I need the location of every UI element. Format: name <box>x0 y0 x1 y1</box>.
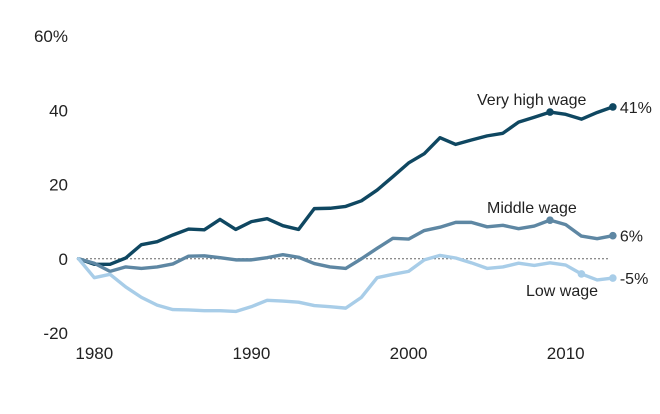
end-value-label-middle-wage: 6% <box>620 229 643 246</box>
series-marker-very-high-wage <box>609 103 617 111</box>
series-markers <box>546 103 617 282</box>
x-tick-label: 2000 <box>390 344 428 363</box>
x-tick-label: 1990 <box>233 344 271 363</box>
end-value-label-very-high-wage: 41% <box>620 100 652 117</box>
x-tick-label: 2010 <box>547 344 585 363</box>
y-tick-label: 40 <box>49 101 68 120</box>
y-tick-label: 60% <box>34 27 68 46</box>
y-tick-label: 0 <box>59 250 68 269</box>
y-tick-label: -20 <box>43 324 68 343</box>
y-tick-label: 20 <box>49 176 68 195</box>
series-line-very-high-wage <box>76 105 615 267</box>
series-line-low-wage <box>76 253 615 314</box>
series-marker-low-wage <box>577 270 586 278</box>
series-labels: Very high wage 41% Middle wage 6% Low wage -5… <box>477 92 652 300</box>
series-line-middle-wage <box>76 218 615 274</box>
series-label-very-high-wage: Very high wage <box>477 92 587 109</box>
x-tick-label: 1980 <box>75 344 113 363</box>
series-label-low-wage: Low wage <box>526 283 598 300</box>
series-label-middle-wage: Middle wage <box>487 200 577 217</box>
x-axis-ticks: 1980 1990 2000 2010 <box>75 344 584 363</box>
series-lines <box>76 105 615 314</box>
end-value-label-low-wage: -5% <box>620 271 648 288</box>
series-marker-low-wage <box>609 274 617 282</box>
y-axis-ticks: -20 0 20 40 60% <box>34 27 68 343</box>
series-marker-very-high-wage <box>546 108 554 116</box>
series-marker-middle-wage <box>546 216 554 224</box>
series-marker-middle-wage <box>609 231 617 240</box>
